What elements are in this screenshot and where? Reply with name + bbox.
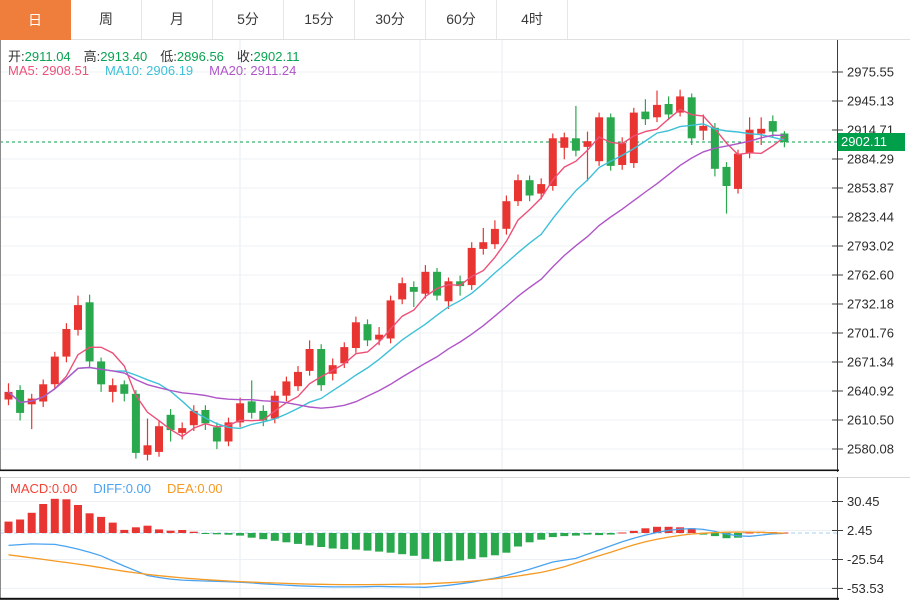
svg-text:2762.60: 2762.60	[847, 268, 894, 283]
tab-day[interactable]: 日	[0, 0, 71, 40]
main-gridlines	[0, 40, 837, 469]
svg-text:30.45: 30.45	[847, 494, 880, 509]
tab-month[interactable]: 月	[142, 0, 213, 39]
macd-gridlines	[0, 477, 837, 597]
svg-text:2884.29: 2884.29	[847, 152, 894, 167]
tab-60min[interactable]: 60分	[426, 0, 497, 39]
tab-5min[interactable]: 5分	[213, 0, 284, 39]
tab-week[interactable]: 周	[71, 0, 142, 39]
svg-text:2975.55: 2975.55	[847, 65, 894, 80]
svg-text:2.45: 2.45	[847, 523, 872, 538]
macd-lines	[8, 527, 785, 588]
tab-30min[interactable]: 30分	[355, 0, 426, 39]
svg-text:2610.50: 2610.50	[847, 413, 894, 428]
tab-15min[interactable]: 15分	[284, 0, 355, 39]
svg-text:2853.87: 2853.87	[847, 181, 894, 196]
dea-line	[8, 531, 785, 586]
svg-text:2671.34: 2671.34	[847, 355, 894, 370]
macd-axis: 30.45 2.45 -25.54 -53.53	[0, 477, 910, 600]
candlestick-chart[interactable]: 2975.552945.132914.712884.292853.872823.…	[0, 40, 910, 472]
svg-text:-25.54: -25.54	[847, 552, 884, 567]
main-price-axis: 2975.552945.132914.712884.292853.872823.…	[0, 40, 894, 472]
svg-text:2732.18: 2732.18	[847, 297, 894, 312]
svg-text:2701.76: 2701.76	[847, 326, 894, 341]
diff-line	[8, 527, 785, 588]
ma5-line	[8, 108, 785, 438]
svg-text:2640.92: 2640.92	[847, 384, 894, 399]
macd-indicator-chart[interactable]: 30.45 2.45 -25.54 -53.53	[0, 477, 910, 604]
svg-text:2580.08: 2580.08	[847, 442, 894, 457]
svg-text:-53.53: -53.53	[847, 581, 884, 596]
last-price-badge: 2902.11	[838, 133, 905, 151]
candlesticks	[4, 89, 789, 461]
svg-text:2823.44: 2823.44	[847, 210, 894, 225]
ma10-line	[8, 123, 785, 430]
svg-text:2945.13: 2945.13	[847, 94, 894, 109]
ma-lines	[8, 108, 785, 438]
ma20-line	[8, 134, 785, 409]
svg-text:2793.02: 2793.02	[847, 239, 894, 254]
macd-histogram	[4, 498, 789, 562]
timeframe-tabbar: 日周月 5分 15分 30分 60分 4时	[0, 0, 910, 40]
tab-4hour[interactable]: 4时	[497, 0, 568, 39]
